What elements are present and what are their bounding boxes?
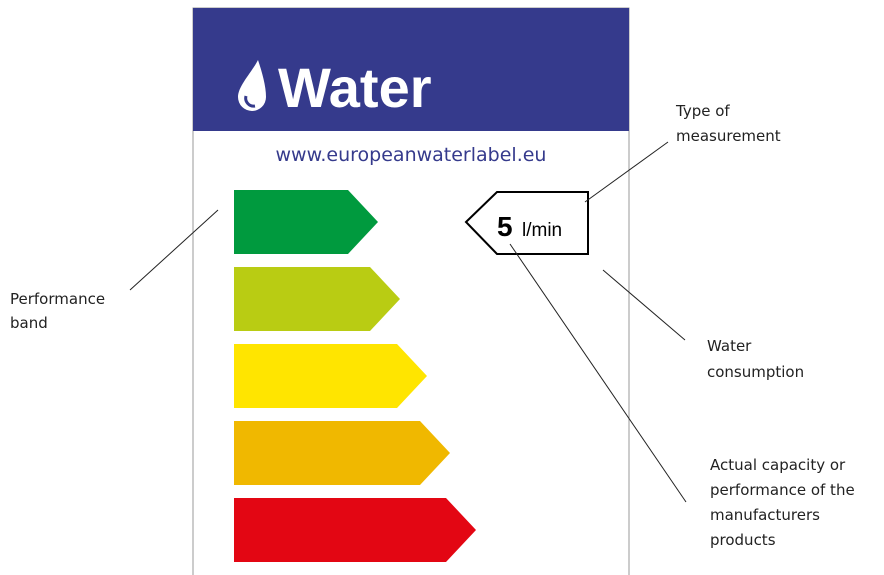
annotation-line: measurement (676, 127, 781, 145)
band (234, 190, 378, 254)
annotation-line: Type of (675, 102, 730, 120)
header-bar (193, 8, 629, 131)
band (234, 267, 400, 331)
band (234, 421, 450, 485)
band (234, 344, 427, 408)
annotation-line: band (10, 314, 48, 332)
indicator-unit: l/min (522, 220, 562, 241)
annotation-line: manufacturers (710, 506, 820, 524)
annotation-line: Water (707, 337, 752, 355)
leader-line (509, 243, 687, 503)
title: Water (278, 56, 432, 119)
annotation-line: Performance (10, 290, 105, 308)
annotation-line: Actual capacity or (710, 456, 846, 474)
drop-highlight (244, 95, 256, 108)
annotation-line: products (710, 531, 776, 549)
annotation: Water consumption (707, 337, 804, 381)
annotation: Performance band (10, 290, 110, 332)
leader-line (129, 209, 219, 291)
annotation-line: performance of the (710, 481, 855, 499)
indicator-value: 5 (497, 211, 513, 242)
leader-line (584, 141, 669, 203)
url: www.europeanwaterlabel.eu (276, 144, 547, 166)
indicator-arrow (464, 191, 589, 255)
annotation: Actual capacity or performance of the ma… (710, 456, 859, 549)
annotation: Type of measurement (675, 102, 781, 145)
leader-line (602, 269, 686, 341)
band (234, 498, 476, 562)
annotation-line: consumption (707, 363, 804, 381)
